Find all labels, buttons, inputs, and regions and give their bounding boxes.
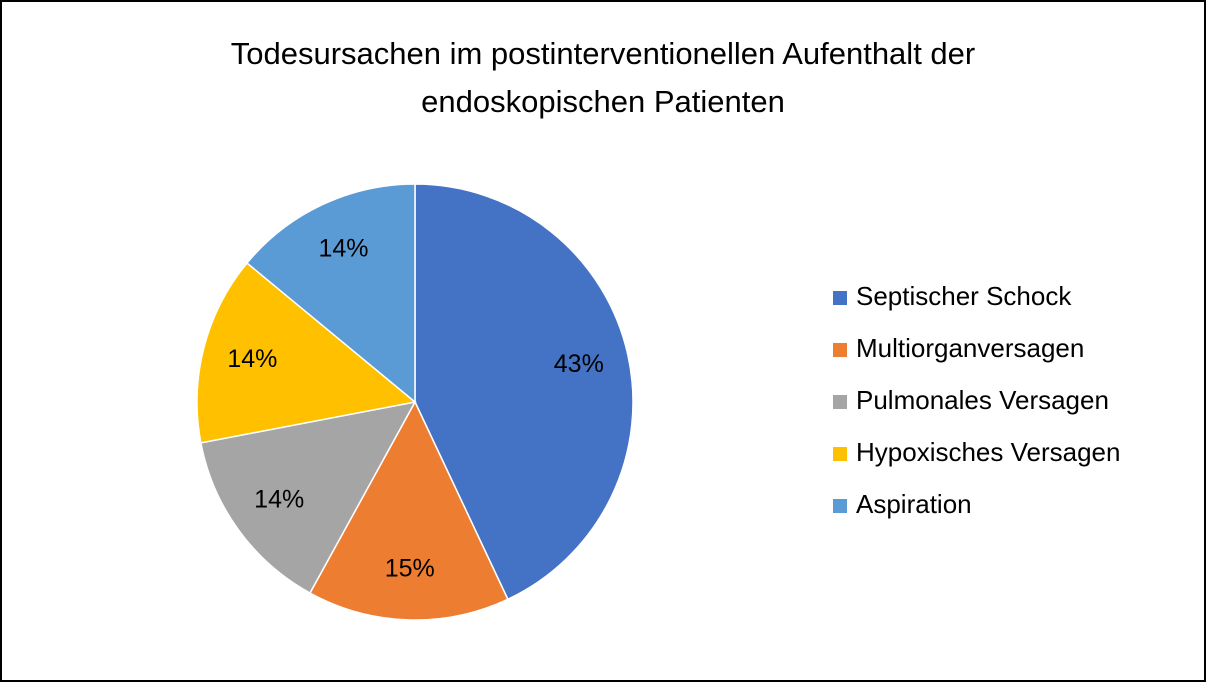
data-label: 14% — [254, 485, 304, 513]
legend-label: Pulmonales Versagen — [856, 385, 1109, 415]
legend-label: Hypoxisches Versagen — [856, 437, 1120, 467]
legend-swatch — [833, 291, 847, 305]
legend-label: Aspiration — [856, 489, 972, 519]
legend-swatch — [833, 395, 847, 409]
pie-slice — [199, 400, 417, 595]
legend-swatch — [833, 499, 847, 513]
pie-slice — [196, 261, 417, 444]
pie-slice — [308, 400, 509, 621]
pie-slice — [245, 183, 416, 404]
legend-swatch — [833, 447, 847, 461]
legend-swatch — [833, 343, 847, 357]
legend-label: Multiorganversagen — [856, 333, 1084, 363]
data-label: 14% — [319, 235, 369, 263]
legend-label: Septischer Schock — [856, 281, 1072, 311]
data-label: 14% — [227, 345, 277, 373]
data-label: 15% — [385, 554, 435, 582]
chart-title: Todesursachen im postinterventionellen A… — [230, 36, 976, 119]
data-label: 43% — [554, 350, 604, 378]
pie-slice — [414, 183, 634, 601]
